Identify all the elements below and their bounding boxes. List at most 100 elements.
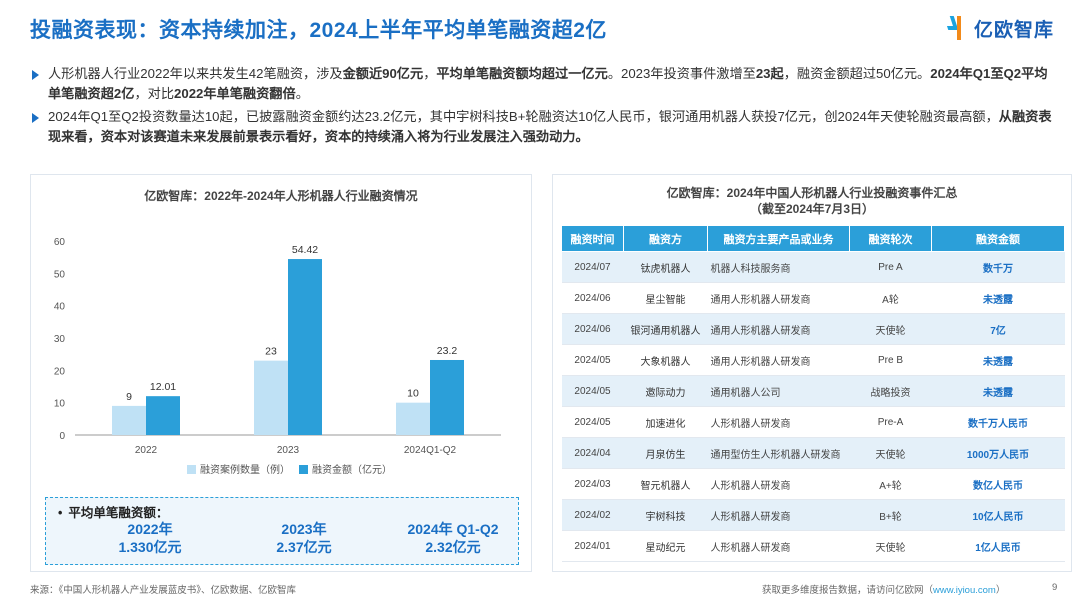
- bar-funding-amount: [146, 396, 180, 435]
- y-tick-label: 0: [59, 431, 65, 442]
- cell-amount: 未透露: [931, 282, 1065, 314]
- cell-round: 天使轮: [849, 530, 932, 562]
- cell-date: 2024/02: [561, 499, 624, 531]
- deals-table: 融资时间 融资方 融资方主要产品或业务 融资轮次 融资金额 2024/07 钛虎机…: [561, 225, 1065, 562]
- cell-business: 人形机器人研发商: [707, 499, 850, 531]
- table-row: 2024/01 星动纪元 人形机器人研发商 天使轮 1亿人民币: [561, 530, 1065, 562]
- cell-date: 2024/01: [561, 530, 624, 562]
- funding-bar-chart: 0 10 20 30 40 50 60 9 12.01 2022 23 54.42 2023 10 23.2…: [54, 237, 501, 476]
- bar-value-label: 23.2: [437, 345, 458, 357]
- col-header-date: 融资时间: [561, 225, 624, 252]
- bullet-2: 2024年Q1至Q2投资数量达10起，已披露融资金额约达23.2亿元，其中宇树科…: [30, 107, 1060, 147]
- chart-title: 亿欧智库：2022年-2024年人形机器人行业融资情况: [144, 189, 418, 203]
- average-item-2022: 2022年 1.330亿元: [90, 520, 210, 556]
- cell-amount: 1亿人民币: [931, 530, 1065, 562]
- cell-date: 2024/05: [561, 375, 624, 407]
- table-title-line2: （截至2024年7月3日）: [749, 202, 875, 216]
- cell-round: A轮: [849, 282, 932, 314]
- average-item-2023: 2023年 2.37亿元: [244, 520, 364, 556]
- cell-amount: 1000万人民币: [931, 437, 1065, 469]
- deals-table-panel: 亿欧智库：2024年中国人形机器人行业投融资事件汇总 （截至2024年7月3日）…: [552, 174, 1072, 572]
- bar-case-count: [254, 360, 288, 435]
- x-tick-label: 2023: [277, 445, 300, 456]
- table-row: 2024/06 星尘智能 通用人形机器人研发商 A轮 未透露: [561, 282, 1065, 314]
- cell-date: 2024/06: [561, 282, 624, 314]
- bullet-text-part: 23起: [755, 66, 784, 81]
- table-row: 2024/02 宇树科技 人形机器人研发商 B+轮 10亿人民币: [561, 499, 1065, 531]
- x-tick-label: 2022: [135, 445, 158, 456]
- y-tick-label: 50: [54, 269, 66, 280]
- footer-more-text-end: ）: [995, 585, 1006, 596]
- table-row: 2024/06 银河通用机器人 通用人形机器人研发商 天使轮 7亿: [561, 313, 1065, 345]
- cell-company: 星尘智能: [623, 282, 708, 314]
- footer-source: 来源：《中国人形机器人产业发展蓝皮书》、亿欧数据、亿欧智库: [30, 585, 297, 596]
- cell-business: 通用人形机器人研发商: [707, 282, 850, 314]
- table-row: 2024/04 月泉仿生 通用型仿生人形机器人研发商 天使轮 1000万人民币: [561, 437, 1065, 469]
- average-deal-size-box: 平均单笔融资额： 2022年 1.330亿元 2023年 2.37亿元 2024…: [45, 497, 519, 565]
- cell-company: 钛虎机器人: [623, 251, 708, 283]
- y-tick-label: 10: [54, 399, 66, 410]
- cell-round: 天使轮: [849, 437, 932, 469]
- footer-link[interactable]: www.iyiou.com: [933, 585, 996, 596]
- bar-value-label: 54.42: [292, 244, 318, 256]
- bar-value-label: 9: [126, 391, 132, 403]
- summary-bullets: 人形机器人行业2022年以来共发生42笔融资，涉及金额近90亿元，平均单笔融资额…: [30, 64, 1060, 150]
- bullet-text-part: ，融资金额超过50亿元。: [783, 66, 931, 81]
- average-value: 1.330亿元: [118, 539, 182, 555]
- bullet-text-part: 人形机器人行业2022年以来共发生42笔融资，涉及: [48, 66, 343, 81]
- cell-business: 人形机器人研发商: [707, 468, 850, 500]
- cell-amount: 未透露: [931, 344, 1065, 376]
- average-value: 2.37亿元: [276, 539, 332, 555]
- cell-round: Pre A: [849, 251, 932, 283]
- col-header-business: 融资方主要产品或业务: [707, 225, 850, 252]
- cell-company: 宇树科技: [623, 499, 708, 531]
- col-header-round: 融资轮次: [849, 225, 932, 252]
- cell-business: 通用机器人公司: [707, 375, 850, 407]
- yiou-logo-icon: [943, 14, 970, 42]
- cell-company: 加速进化: [623, 406, 708, 438]
- cell-date: 2024/05: [561, 344, 624, 376]
- table-row: 2024/05 大象机器人 通用人形机器人研发商 Pre B 未透露: [561, 344, 1065, 376]
- y-tick-label: 30: [54, 334, 66, 345]
- logo: 亿欧智库: [943, 14, 1054, 42]
- footer-more-text: 获取更多维度报告数据，请访问亿欧网（: [762, 585, 934, 596]
- bar-value-label: 10: [407, 388, 419, 400]
- bullet-text-part: 。2023年投资事件激增至: [607, 66, 756, 81]
- cell-amount: 数千万: [931, 251, 1065, 283]
- y-tick-label: 40: [54, 302, 66, 313]
- bar-value-label: 12.01: [150, 381, 176, 393]
- bullet-text-part: 2024年Q1至Q2平均单笔融资超2亿: [48, 66, 1048, 101]
- table-title: 亿欧智库：2024年中国人形机器人行业投融资事件汇总 （截至2024年7月3日）: [553, 185, 1071, 217]
- cell-company: 月泉仿生: [623, 437, 708, 469]
- bar-funding-amount: [288, 259, 322, 435]
- cell-company: 智元机器人: [623, 468, 708, 500]
- bar-value-label: 23: [265, 346, 277, 358]
- cell-round: Pre-A: [849, 406, 932, 438]
- average-item-2024: 2024年 Q1-Q2 2.32亿元: [388, 520, 518, 556]
- cell-amount: 7亿: [931, 313, 1065, 345]
- cell-business: 通用人形机器人研发商: [707, 344, 850, 376]
- table-row: 2024/05 邀际动力 通用机器人公司 战略投资 未透露: [561, 375, 1065, 407]
- bullet-text-part: 2024年Q1至Q2投资数量达10起，已披露融资金额约达23.2亿元，其中宇树科…: [48, 109, 999, 124]
- cell-company: 邀际动力: [623, 375, 708, 407]
- col-header-amount: 融资金额: [931, 225, 1065, 252]
- cell-business: 通用人形机器人研发商: [707, 313, 850, 345]
- average-year: 2023年: [281, 521, 327, 537]
- bullet-text-part: 从融资表现来看，资本对该赛道未来发展前景表示看好，资本的持续涌入将为行业发展注入…: [48, 109, 1052, 144]
- footer-more-info: 获取更多维度报告数据，请访问亿欧网（www.iyiou.com）: [762, 582, 1005, 596]
- bullet-text-part: 平均单笔融资额均超过一亿元: [436, 66, 608, 81]
- cell-business: 机器人科技服务商: [707, 251, 850, 283]
- page-title: 投融资表现：资本持续加注，2024上半年平均单笔融资超2亿: [30, 19, 607, 42]
- bullet-text-part: 2022年单笔融资翻倍: [174, 86, 296, 101]
- bullet-text-part: ，对比: [134, 86, 175, 101]
- cell-round: 天使轮: [849, 313, 932, 345]
- cell-amount: 10亿人民币: [931, 499, 1065, 531]
- table-header-row: 融资时间 融资方 融资方主要产品或业务 融资轮次 融资金额: [561, 225, 1065, 252]
- bar-funding-amount: [430, 359, 464, 435]
- cell-business: 通用型仿生人形机器人研发商: [707, 437, 850, 469]
- legend-label: 融资金额（亿元）: [312, 463, 392, 476]
- y-tick-label: 60: [54, 237, 66, 248]
- col-header-company: 融资方: [623, 225, 708, 252]
- table-row: 2024/05 加速进化 人形机器人研发商 Pre-A 数千万人民币: [561, 406, 1065, 438]
- funding-chart-panel: 亿欧智库：2022年-2024年人形机器人行业融资情况 0 10 20 30 40 50 6…: [30, 174, 532, 572]
